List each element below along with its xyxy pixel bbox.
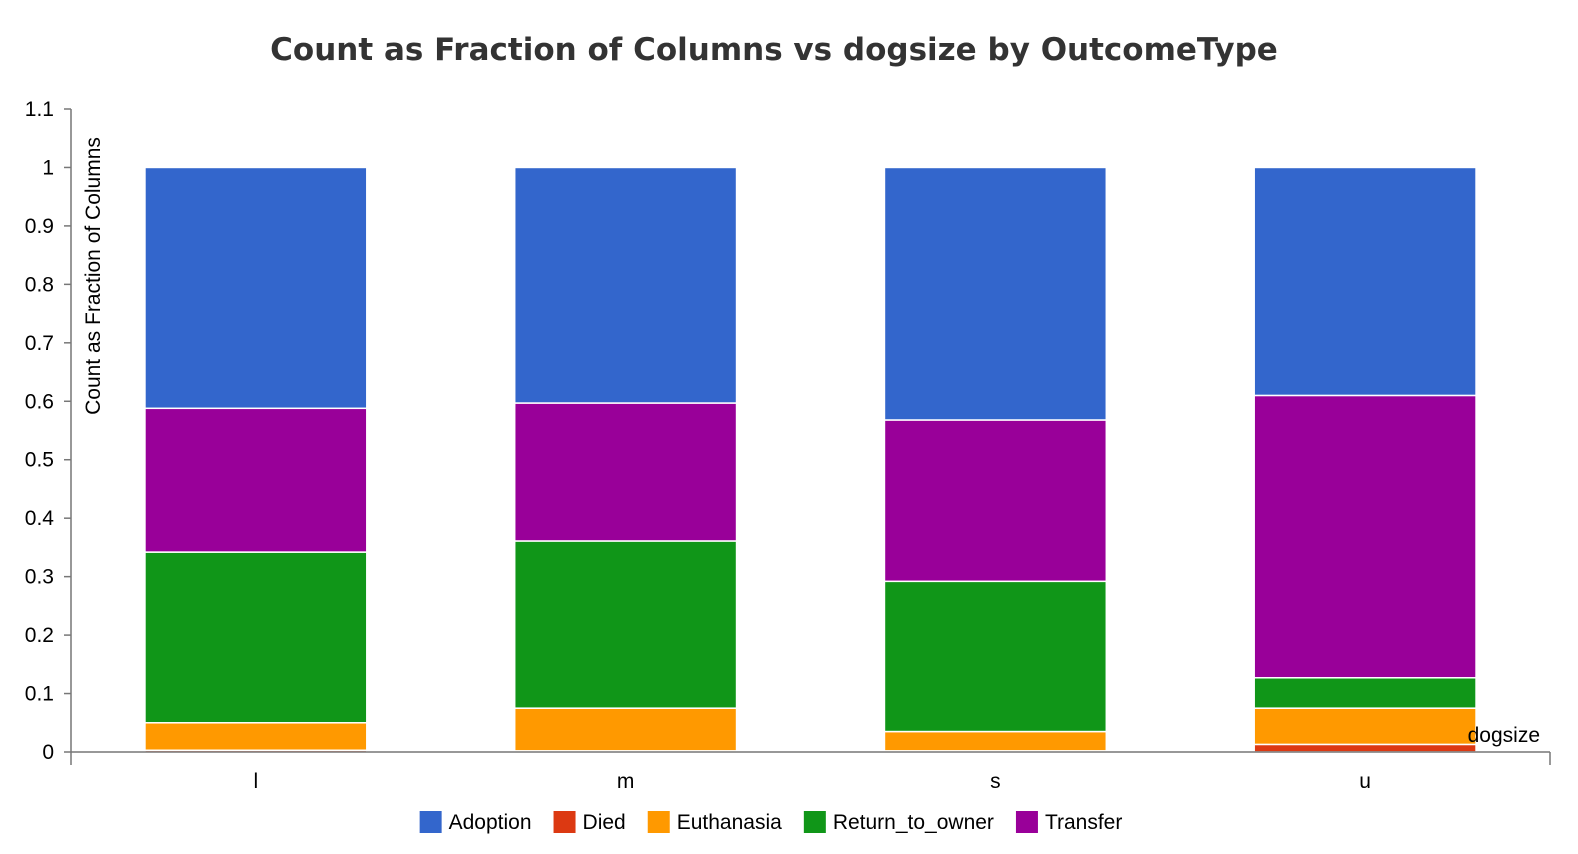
legend-swatch-transfer <box>1015 811 1038 833</box>
x-tick-label: m <box>617 770 635 793</box>
y-tick-label: 0 <box>42 741 54 764</box>
x-axis-label: dogsize <box>1468 724 1540 747</box>
x-tick-label: u <box>1359 770 1371 793</box>
bar-segment-u-transfer <box>1253 394 1477 679</box>
y-tick-label: 0.5 <box>25 449 54 472</box>
bar-segment-u-return-to-owner <box>1253 677 1477 709</box>
bar-segment-s-adoption <box>883 166 1108 421</box>
y-tick-label: 0.2 <box>25 624 54 647</box>
y-tick-label: 0.9 <box>25 215 54 238</box>
y-tick-label: 0.3 <box>25 566 54 589</box>
y-tick-label: 0.6 <box>25 390 54 413</box>
bar-segment-u-adoption <box>1253 166 1477 397</box>
legend-swatch-euthanasia <box>647 811 670 833</box>
legend-label-died: Died <box>583 811 626 834</box>
y-tick-label: 0.7 <box>25 332 54 355</box>
bar-segment-u-euthanasia <box>1253 707 1477 746</box>
legend-swatch-died <box>553 811 576 833</box>
y-tick-label: 1 <box>42 156 54 179</box>
y-axis-label: Count as Fraction of Columns <box>82 137 105 415</box>
bar-segment-l-transfer <box>144 407 368 553</box>
chart-title: Count as Fraction of Columns vs dogsize … <box>270 32 1278 68</box>
legend-label-euthanasia: Euthanasia <box>677 811 782 834</box>
legend: Adoption Died Euthanasia Return_to_owner Tra… <box>419 811 1122 834</box>
legend-label-adoption: Adoption <box>449 811 532 834</box>
legend-label-transfer: Transfer <box>1045 811 1122 834</box>
bar-segment-m-transfer <box>513 402 738 542</box>
y-tick-label: 0.4 <box>25 507 55 530</box>
bar-segment-s-return-to-owner <box>883 580 1108 733</box>
bar-segment-u-died <box>1253 743 1477 753</box>
bars <box>144 166 1477 753</box>
legend-label-return-to-owner: Return_to_owner <box>833 811 994 834</box>
y-axis: 0 0.1 0.2 0.3 0.4 0.5 0.6 0.7 0.8 0.9 1 1.1 <box>25 98 72 764</box>
bar-segment-l-euthanasia <box>144 722 368 751</box>
bar-segment-l-adoption <box>144 166 368 410</box>
bar-segment-m-euthanasia <box>513 707 738 752</box>
legend-swatch-return-to-owner <box>803 811 826 833</box>
bar-segment-s-euthanasia <box>883 730 1108 752</box>
bar-segment-s-transfer <box>883 419 1108 583</box>
bar-segment-m-adoption <box>513 166 738 404</box>
bar-segment-l-return-to-owner <box>144 551 368 724</box>
y-tick-label: 0.8 <box>25 273 54 296</box>
y-tick-label: 0.1 <box>25 683 54 706</box>
x-tick-label: s <box>990 770 1001 793</box>
bar-segment-m-return-to-owner <box>513 540 738 709</box>
legend-swatch-adoption <box>419 811 442 833</box>
x-tick-label: l <box>254 770 259 793</box>
y-tick-label: 1.1 <box>25 98 54 121</box>
